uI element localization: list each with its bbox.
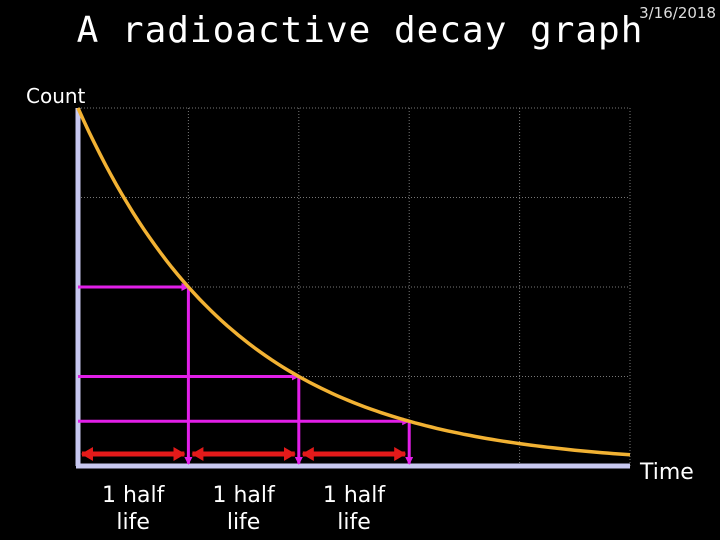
half-life-label-3-line2: life xyxy=(337,510,371,535)
y-axis-label: Count xyxy=(26,84,86,108)
x-axis-label: Time xyxy=(640,460,694,485)
half-life-label-2-line1: 1 half xyxy=(212,483,275,508)
half-life-label-1-line1: 1 half xyxy=(102,483,165,508)
half-life-label-3-line1: 1 half xyxy=(322,483,386,508)
half-life-label-2-line2: life xyxy=(226,510,261,535)
half-life-label-1: 1 half life xyxy=(78,482,188,536)
decay-curve-group xyxy=(76,107,631,457)
slide-title: A radioactive decay graph xyxy=(76,10,644,51)
decay-curve xyxy=(76,107,631,457)
half-life-label-3: 1 half life xyxy=(299,482,409,536)
half-life-label-2: 1 half life xyxy=(189,482,299,536)
half-life-markers xyxy=(78,283,414,465)
half-life-label-1-line2: life xyxy=(116,510,150,535)
slide-date: 3/16/2018 xyxy=(639,4,716,22)
